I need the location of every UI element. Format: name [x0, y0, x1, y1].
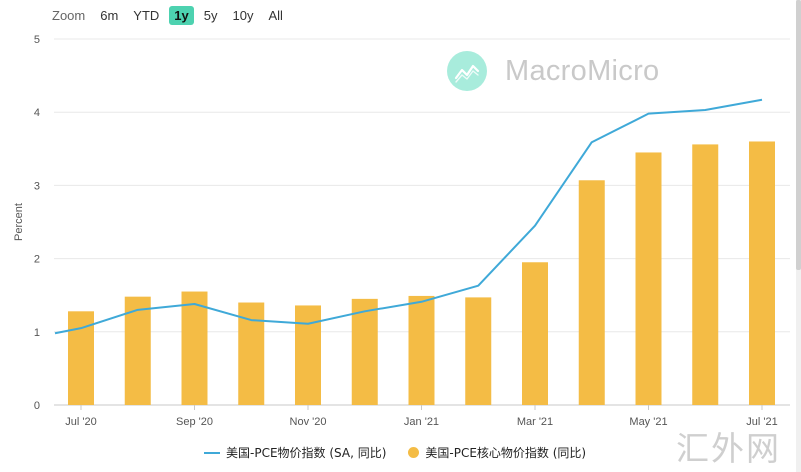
bar[interactable]	[635, 152, 662, 405]
y-tick-label: 4	[34, 107, 40, 119]
watermark-brand: MacroMicro	[505, 55, 660, 87]
chart-plot: 0 1 2 3 4 5 Jul '20 Sep '20 Nov '20 Jan '21 Mar '…	[13, 34, 790, 428]
zoom-button-5y[interactable]: 5y	[203, 7, 218, 23]
bar-series	[68, 141, 775, 406]
bar[interactable]	[295, 305, 321, 405]
scrollbar[interactable]	[796, 0, 801, 472]
x-tick-label: Jul '20	[65, 416, 96, 428]
bar[interactable]	[465, 297, 492, 405]
zoom-button-10y[interactable]: 10y	[232, 7, 254, 23]
zoom-bar: Zoom 6m YTD 1y 5y 10y All	[52, 4, 293, 26]
x-axis-ticks: Jul '20 Sep '20 Nov '20 Jan '21 Mar '21 May '…	[65, 405, 778, 428]
bar[interactable]	[692, 144, 719, 405]
x-tick-label: Sep '20	[176, 416, 213, 428]
x-tick-label: May '21	[629, 416, 667, 428]
zoom-button-6m[interactable]: 6m	[100, 7, 119, 23]
bar[interactable]	[68, 311, 94, 405]
legend-label-pce: 美国-PCE物价指数 (SA, 同比)	[226, 446, 387, 460]
legend-line-swatch	[204, 451, 220, 454]
scrollbar-thumb[interactable]	[796, 0, 801, 270]
x-tick-label: Jan '21	[404, 416, 439, 428]
y-tick-label: 3	[34, 180, 40, 192]
legend-label-core-pce: 美国-PCE核心物价指数 (同比)	[425, 446, 587, 460]
bar[interactable]	[578, 180, 605, 405]
line-series	[54, 98, 763, 335]
legend: 美国-PCE物价指数 (SA, 同比) 美国-PCE核心物价指数 (同比)	[204, 444, 608, 461]
bar[interactable]	[522, 262, 548, 405]
y-axis-ticks: 0 1 2 3 4 5	[34, 34, 40, 412]
zoom-button-1y[interactable]: 1y	[169, 5, 194, 25]
zoom-label: Zoom	[52, 7, 86, 23]
bar[interactable]	[408, 295, 435, 405]
x-tick-label: Nov '20	[290, 416, 327, 428]
zoom-button-all[interactable]: All	[268, 7, 283, 23]
bar[interactable]	[749, 141, 775, 406]
macromicro-logo-icon	[447, 51, 487, 91]
legend-item-pce[interactable]: 美国-PCE物价指数 (SA, 同比)	[204, 444, 386, 461]
series-line[interactable]	[54, 98, 763, 335]
bar[interactable]	[124, 296, 151, 405]
y-tick-label: 5	[34, 34, 40, 46]
x-tick-label: Mar '21	[517, 416, 553, 428]
corner-watermark: 汇外网	[676, 429, 781, 468]
y-tick-label: 1	[34, 327, 40, 339]
legend-dot-swatch	[408, 447, 420, 458]
x-tick-label: Jul '21	[746, 416, 777, 428]
legend-item-core-pce[interactable]: 美国-PCE核心物价指数 (同比)	[408, 444, 586, 461]
bar[interactable]	[181, 291, 208, 405]
bar[interactable]	[351, 298, 378, 405]
y-axis-label: Percent	[13, 203, 25, 241]
y-tick-label: 2	[34, 254, 40, 266]
zoom-button-ytd[interactable]: YTD	[133, 7, 160, 23]
y-tick-label: 0	[34, 400, 40, 412]
